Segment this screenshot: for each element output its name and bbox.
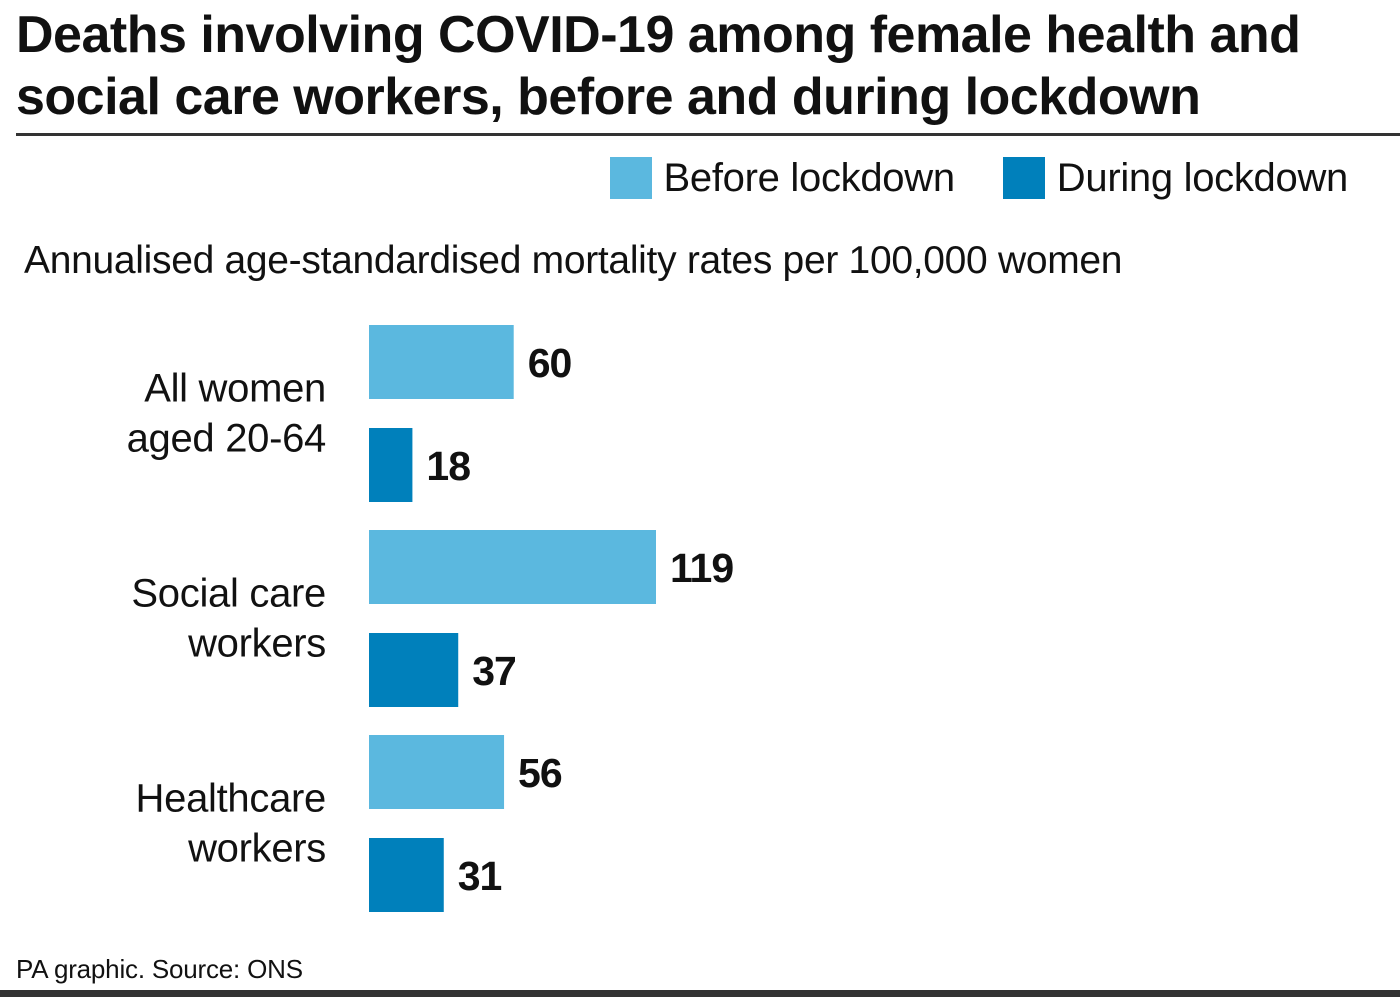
- category-label: aged 20-64: [127, 417, 326, 461]
- bar-during-lockdown: [369, 633, 459, 707]
- bar-during-lockdown: [369, 838, 444, 912]
- category-label: Healthcare: [136, 777, 326, 821]
- bar-during-lockdown: [369, 428, 413, 502]
- category-label: workers: [187, 827, 326, 871]
- bar-value-label: 56: [518, 750, 562, 796]
- legend-swatch-before: [609, 157, 652, 199]
- chart-subtitle: Annualised age-standardised mortality ra…: [24, 239, 1123, 282]
- bar-before-lockdown: [369, 530, 656, 604]
- category-label: workers: [187, 622, 326, 666]
- bar-before-lockdown: [369, 735, 505, 809]
- category-label: Social care: [131, 572, 326, 616]
- bar-value-label: 60: [528, 340, 572, 386]
- bar-value-label: 119: [670, 545, 733, 591]
- bar-value-label: 18: [426, 443, 470, 489]
- legend: Before lockdown During lockdown: [562, 156, 1348, 200]
- bar-value-label: 31: [458, 853, 502, 899]
- bottom-divider: [0, 990, 1400, 997]
- legend-swatch-during: [1002, 157, 1045, 199]
- bar-before-lockdown: [369, 325, 514, 399]
- legend-item-before: Before lockdown: [609, 156, 956, 200]
- legend-label-during: During lockdown: [1056, 156, 1349, 200]
- legend-label-before: Before lockdown: [663, 156, 956, 200]
- title-divider: [16, 133, 1400, 136]
- bar-chart: All women aged 20-64 60 18 Social care worker…: [127, 325, 734, 912]
- category-label: All women: [144, 367, 326, 411]
- source-credit: PA graphic. Source: ONS: [16, 954, 303, 984]
- chart-title: Deaths involving COVID-19 among female h…: [16, 6, 1301, 126]
- bar-value-label: 37: [472, 648, 516, 694]
- legend-item-during: During lockdown: [1002, 156, 1349, 200]
